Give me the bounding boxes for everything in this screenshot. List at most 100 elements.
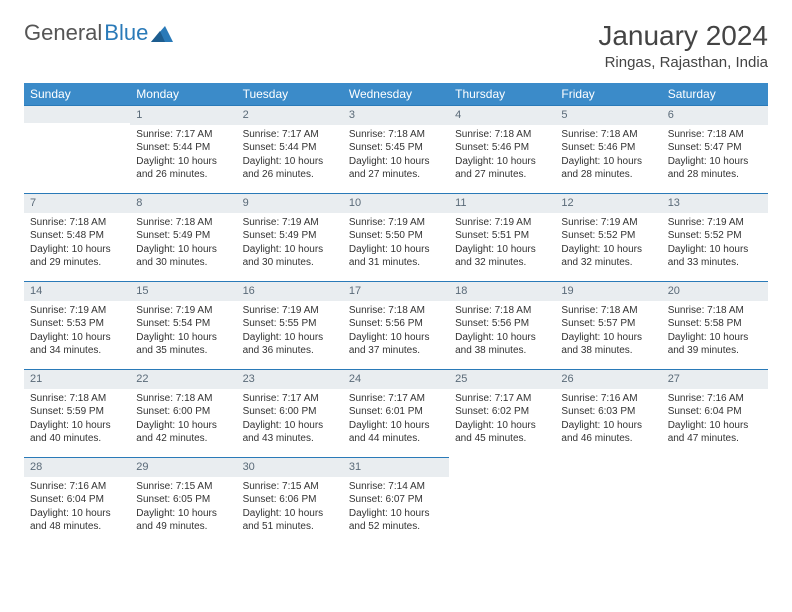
calendar-day-cell: 12Sunrise: 7:19 AMSunset: 5:52 PMDayligh… <box>555 193 661 281</box>
calendar-week-row: 7Sunrise: 7:18 AMSunset: 5:48 PMDaylight… <box>24 193 768 281</box>
day-info-line: and 26 minutes. <box>136 168 230 182</box>
day-content: Sunrise: 7:16 AMSunset: 6:03 PMDaylight:… <box>555 389 661 452</box>
day-content: Sunrise: 7:16 AMSunset: 6:04 PMDaylight:… <box>662 389 768 452</box>
day-content: Sunrise: 7:19 AMSunset: 5:52 PMDaylight:… <box>555 213 661 276</box>
day-info-line: Sunrise: 7:17 AM <box>455 392 549 406</box>
day-info-line: Daylight: 10 hours <box>561 419 655 433</box>
day-info-line: Sunset: 5:59 PM <box>30 405 124 419</box>
day-info-line: Sunset: 5:52 PM <box>668 229 762 243</box>
day-info-line: Sunrise: 7:18 AM <box>349 304 443 318</box>
day-info-line: Sunset: 5:44 PM <box>243 141 337 155</box>
day-info-line: Sunset: 6:00 PM <box>243 405 337 419</box>
day-info-line: Sunset: 5:44 PM <box>136 141 230 155</box>
day-info-line: Sunset: 5:53 PM <box>30 317 124 331</box>
day-content: Sunrise: 7:19 AMSunset: 5:52 PMDaylight:… <box>662 213 768 276</box>
day-info-line: Sunrise: 7:17 AM <box>243 392 337 406</box>
day-info-line: Sunrise: 7:19 AM <box>668 216 762 230</box>
day-content: Sunrise: 7:18 AMSunset: 5:47 PMDaylight:… <box>662 125 768 188</box>
day-info-line: and 37 minutes. <box>349 344 443 358</box>
calendar-day-cell: 31Sunrise: 7:14 AMSunset: 6:07 PMDayligh… <box>343 457 449 545</box>
day-content: Sunrise: 7:17 AMSunset: 6:01 PMDaylight:… <box>343 389 449 452</box>
day-info-line: Daylight: 10 hours <box>455 155 549 169</box>
day-info-line: Sunrise: 7:19 AM <box>243 216 337 230</box>
day-content: Sunrise: 7:18 AMSunset: 5:45 PMDaylight:… <box>343 125 449 188</box>
day-info-line: Daylight: 10 hours <box>561 243 655 257</box>
day-content: Sunrise: 7:15 AMSunset: 6:05 PMDaylight:… <box>130 477 236 540</box>
day-info-line: Daylight: 10 hours <box>455 243 549 257</box>
day-info-line: Sunrise: 7:17 AM <box>136 128 230 142</box>
day-info-line: and 47 minutes. <box>668 432 762 446</box>
day-info-line: Sunset: 6:07 PM <box>349 493 443 507</box>
day-info-line: Daylight: 10 hours <box>30 243 124 257</box>
day-info-line: Sunrise: 7:18 AM <box>349 128 443 142</box>
day-content: Sunrise: 7:18 AMSunset: 5:46 PMDaylight:… <box>449 125 555 188</box>
day-info-line: Daylight: 10 hours <box>455 331 549 345</box>
logo-text-1: General <box>24 20 102 46</box>
day-number: 9 <box>237 193 343 213</box>
day-content: Sunrise: 7:17 AMSunset: 6:02 PMDaylight:… <box>449 389 555 452</box>
day-number: 10 <box>343 193 449 213</box>
day-info-line: and 33 minutes. <box>668 256 762 270</box>
calendar-day-cell <box>449 457 555 545</box>
day-number: 20 <box>662 281 768 301</box>
day-info-line: Sunset: 5:45 PM <box>349 141 443 155</box>
day-info-line: Daylight: 10 hours <box>668 419 762 433</box>
calendar-day-cell: 28Sunrise: 7:16 AMSunset: 6:04 PMDayligh… <box>24 457 130 545</box>
day-number: 28 <box>24 457 130 477</box>
calendar-day-cell: 29Sunrise: 7:15 AMSunset: 6:05 PMDayligh… <box>130 457 236 545</box>
day-number: 18 <box>449 281 555 301</box>
calendar-day-cell: 16Sunrise: 7:19 AMSunset: 5:55 PMDayligh… <box>237 281 343 369</box>
day-info-line: Sunset: 5:50 PM <box>349 229 443 243</box>
day-content: Sunrise: 7:19 AMSunset: 5:54 PMDaylight:… <box>130 301 236 364</box>
day-info-line: Daylight: 10 hours <box>349 155 443 169</box>
day-info-line: Sunrise: 7:19 AM <box>136 304 230 318</box>
day-number: 19 <box>555 281 661 301</box>
day-info-line: Sunset: 5:49 PM <box>243 229 337 243</box>
header: GeneralBlue January 2024 Ringas, Rajasth… <box>24 20 768 71</box>
calendar-day-cell: 20Sunrise: 7:18 AMSunset: 5:58 PMDayligh… <box>662 281 768 369</box>
day-info-line: Sunrise: 7:18 AM <box>455 304 549 318</box>
day-info-line: Daylight: 10 hours <box>136 507 230 521</box>
day-info-line: Sunrise: 7:18 AM <box>455 128 549 142</box>
day-info-line: Sunrise: 7:19 AM <box>30 304 124 318</box>
day-number: 31 <box>343 457 449 477</box>
day-info-line: Daylight: 10 hours <box>243 419 337 433</box>
day-number: 23 <box>237 369 343 389</box>
calendar-day-cell: 5Sunrise: 7:18 AMSunset: 5:46 PMDaylight… <box>555 105 661 193</box>
day-info-line: Sunrise: 7:17 AM <box>349 392 443 406</box>
day-info-line: Sunset: 5:54 PM <box>136 317 230 331</box>
day-content: Sunrise: 7:18 AMSunset: 5:59 PMDaylight:… <box>24 389 130 452</box>
calendar-day-cell: 15Sunrise: 7:19 AMSunset: 5:54 PMDayligh… <box>130 281 236 369</box>
day-number: 13 <box>662 193 768 213</box>
day-info-line: and 45 minutes. <box>455 432 549 446</box>
calendar-day-cell <box>555 457 661 545</box>
weekday-header: Wednesday <box>343 83 449 105</box>
calendar-week-row: 28Sunrise: 7:16 AMSunset: 6:04 PMDayligh… <box>24 457 768 545</box>
day-info-line: Sunset: 5:49 PM <box>136 229 230 243</box>
day-content: Sunrise: 7:17 AMSunset: 6:00 PMDaylight:… <box>237 389 343 452</box>
month-title: January 2024 <box>598 20 768 52</box>
day-info-line: Sunset: 6:01 PM <box>349 405 443 419</box>
day-info-line: Sunset: 5:48 PM <box>30 229 124 243</box>
calendar-day-cell: 9Sunrise: 7:19 AMSunset: 5:49 PMDaylight… <box>237 193 343 281</box>
day-info-line: and 39 minutes. <box>668 344 762 358</box>
day-content: Sunrise: 7:19 AMSunset: 5:51 PMDaylight:… <box>449 213 555 276</box>
day-info-line: Daylight: 10 hours <box>668 155 762 169</box>
day-info-line: Sunrise: 7:16 AM <box>561 392 655 406</box>
location: Ringas, Rajasthan, India <box>598 54 768 71</box>
day-info-line: and 36 minutes. <box>243 344 337 358</box>
day-info-line: Daylight: 10 hours <box>243 331 337 345</box>
calendar-day-cell: 3Sunrise: 7:18 AMSunset: 5:45 PMDaylight… <box>343 105 449 193</box>
day-info-line: and 44 minutes. <box>349 432 443 446</box>
weekday-header: Tuesday <box>237 83 343 105</box>
day-content: Sunrise: 7:18 AMSunset: 5:56 PMDaylight:… <box>449 301 555 364</box>
day-info-line: Sunrise: 7:16 AM <box>668 392 762 406</box>
calendar-day-cell <box>662 457 768 545</box>
day-content: Sunrise: 7:15 AMSunset: 6:06 PMDaylight:… <box>237 477 343 540</box>
day-number: 27 <box>662 369 768 389</box>
day-info-line: Daylight: 10 hours <box>136 155 230 169</box>
day-number: 15 <box>130 281 236 301</box>
logo-triangle-icon <box>151 24 173 42</box>
calendar-day-cell: 7Sunrise: 7:18 AMSunset: 5:48 PMDaylight… <box>24 193 130 281</box>
day-info-line: and 38 minutes. <box>561 344 655 358</box>
